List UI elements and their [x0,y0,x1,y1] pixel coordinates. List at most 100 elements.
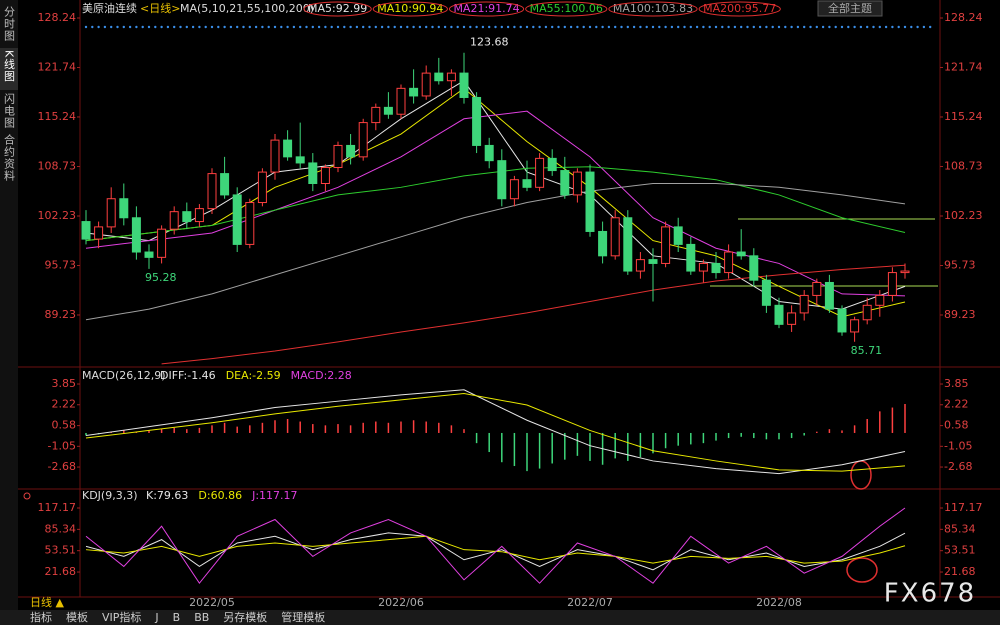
signal-dot [683,25,686,29]
y-tick-label-right: 21.68 [944,565,976,578]
signal-dot [897,25,900,29]
candle-body [736,251,746,257]
candle-body [320,167,330,185]
candle-body [598,230,608,257]
y-tick-label-right: 121.74 [944,60,983,73]
theme-button-label[interactable]: 全部主题 [828,1,872,15]
x-tick-label: 2022/08 [756,596,802,609]
signal-dot [658,25,661,29]
candle-body [673,226,683,245]
toolbar-item[interactable]: J [154,611,158,624]
signal-dot [853,25,856,29]
signal-dot [267,25,270,29]
signal-dot [601,25,604,29]
signal-dot [809,25,812,29]
signal-dot [292,25,296,29]
signal-dot [859,25,863,29]
candle-body [774,304,784,325]
sidebar-tab[interactable]: 闪电图 [3,92,16,129]
signal-dot [110,25,113,29]
period: <日线> [140,1,180,15]
y-tick-label: 117.17 [38,501,77,514]
legend-circle [698,1,781,17]
sidebar-tab[interactable]: 合约资料 [3,133,16,182]
signal-dot [185,25,188,29]
signal-dot [721,25,724,29]
candle-body [862,304,872,321]
candle-body [220,173,230,196]
signal-dot [481,25,485,29]
toolbar-item[interactable]: 模板 [66,610,88,624]
series-line [85,535,906,564]
high-annotation: 123.68 [470,36,509,49]
y-tick-label: 102.23 [38,209,77,222]
toolbar-item[interactable]: VIP指标 [102,610,141,624]
candle-body [421,72,431,97]
toolbar-item[interactable]: 管理模板 [281,610,325,624]
symbol: 美原油连续 [82,1,137,15]
signal-dot [840,25,844,29]
y-tick-label: 128.24 [38,11,77,24]
candle-body [799,294,809,314]
candle-body [257,171,267,204]
signal-dot [639,25,642,29]
legend-entry: MA5:92.99 [308,2,367,15]
y-tick-label: 115.24 [38,110,77,123]
y-tick-label-right: 85.34 [944,522,976,535]
signal-dot [236,25,239,29]
signal-dot [305,25,308,29]
y-tick-label-right: 89.23 [944,308,976,321]
low-annotation: 85.71 [851,344,883,357]
toolbar-item[interactable]: B [173,611,181,624]
candle-body [346,144,356,158]
legend-entry: MA100:103.83 [613,2,693,15]
toolbar-item[interactable]: 另存模板 [223,610,267,624]
x-tick-label: 2022/06 [378,596,424,609]
series-line [161,264,906,365]
candle-body [812,281,822,296]
signal-dot [393,25,396,29]
candle-body [887,272,897,296]
signal-dot [758,25,762,29]
x-tick-label: 2022/05 [189,596,235,609]
signal-dot [286,25,289,29]
y-tick-label-right: 108.73 [944,160,983,173]
panel-icon [23,492,31,500]
theme-button[interactable] [817,0,883,17]
legend-entry: DEA:-2.59 [226,369,281,382]
signal-dot [733,25,737,29]
sidebar-tab[interactable]: K线图 [3,50,16,82]
signal-dot [204,25,207,29]
signal-dot [532,25,535,29]
signal-dot [456,25,459,29]
signal-dot [154,25,157,29]
candle-body [119,198,129,219]
y-tick-label-right: 117.17 [944,501,983,514]
y-tick-label: 0.58 [52,419,77,432]
candle-body [283,139,293,158]
signal-dot [929,25,932,29]
y-tick-label: 3.85 [52,377,77,390]
toolbar-item[interactable]: 日线 ▲ [30,595,64,609]
signal-dot [317,25,321,29]
signal-dot [525,25,529,29]
signal-dot [406,25,409,29]
highlight-circle [846,557,878,583]
y-tick-label: 89.23 [45,308,77,321]
signal-dot [903,25,907,29]
series-line [85,183,906,321]
sidebar [0,0,18,625]
candle-body [472,96,482,146]
y-tick-label-right: 115.24 [944,110,983,123]
signal-dot [872,25,875,29]
toolbar-item[interactable]: BB [194,611,209,624]
signal-dot [488,25,491,29]
sidebar-tab[interactable]: 分时图 [3,6,16,42]
signal-dot [355,25,359,29]
signal-dot [784,25,787,29]
toolbar-item[interactable]: 指标 [30,610,52,624]
signal-dot [664,25,667,29]
signal-dot [884,25,888,29]
candle-body [560,170,570,196]
signal-dot [620,25,623,29]
